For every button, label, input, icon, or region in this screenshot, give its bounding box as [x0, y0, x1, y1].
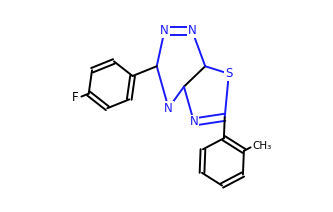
- Text: N: N: [160, 24, 169, 38]
- Text: CH₃: CH₃: [253, 141, 272, 151]
- Text: N: N: [189, 116, 198, 128]
- Text: F: F: [72, 91, 78, 105]
- Text: N: N: [164, 102, 173, 114]
- Text: N: N: [188, 24, 196, 38]
- Text: S: S: [225, 67, 232, 80]
